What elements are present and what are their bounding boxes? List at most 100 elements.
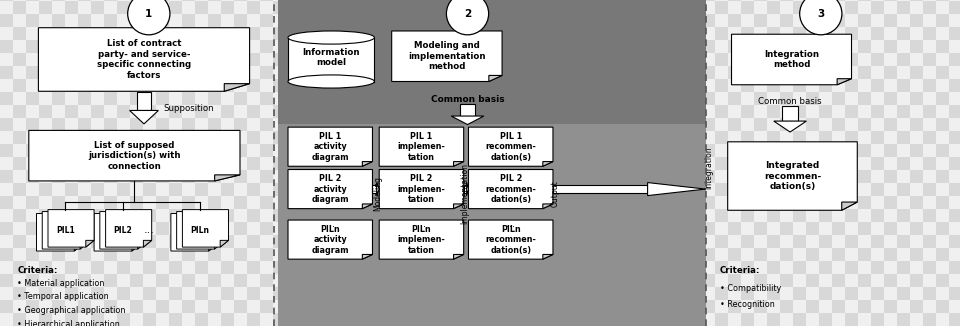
- Bar: [234, 14, 247, 27]
- Bar: [676, 287, 689, 300]
- Bar: [156, 40, 169, 53]
- Bar: [130, 27, 143, 40]
- Bar: [104, 209, 117, 222]
- Bar: [260, 92, 273, 105]
- Bar: [403, 209, 416, 222]
- Bar: [130, 40, 143, 53]
- Bar: [637, 131, 650, 144]
- Polygon shape: [288, 170, 372, 209]
- Bar: [871, 1, 884, 14]
- Bar: [481, 79, 494, 92]
- Bar: [442, 53, 455, 66]
- Bar: [195, 313, 208, 326]
- Bar: [13, 235, 26, 248]
- Bar: [767, 248, 780, 261]
- Bar: [26, 313, 39, 326]
- Bar: [533, 222, 546, 235]
- Bar: [169, 196, 182, 209]
- Bar: [611, 105, 624, 118]
- Bar: [182, 170, 195, 183]
- Bar: [286, 235, 299, 248]
- Bar: [182, 274, 195, 287]
- Bar: [65, 40, 78, 53]
- Bar: [52, 183, 65, 196]
- Bar: [390, 313, 403, 326]
- Bar: [455, 79, 468, 92]
- Bar: [364, 27, 377, 40]
- Bar: [520, 235, 533, 248]
- Bar: [351, 79, 364, 92]
- Bar: [832, 79, 845, 92]
- Bar: [585, 287, 598, 300]
- Bar: [13, 79, 26, 92]
- Bar: [416, 53, 429, 66]
- Bar: [13, 1, 26, 14]
- Bar: [312, 261, 325, 274]
- Bar: [936, 14, 949, 27]
- Bar: [949, 287, 960, 300]
- Text: PIL1: PIL1: [56, 226, 75, 235]
- Bar: [780, 313, 793, 326]
- Bar: [13, 209, 26, 222]
- Bar: [650, 79, 663, 92]
- Bar: [936, 157, 949, 170]
- Bar: [611, 1, 624, 14]
- Bar: [936, 118, 949, 131]
- Bar: [949, 300, 960, 313]
- Bar: [416, 157, 429, 170]
- Bar: [156, 53, 169, 66]
- Bar: [351, 0, 364, 1]
- Bar: [585, 0, 598, 1]
- Bar: [299, 66, 312, 79]
- Bar: [884, 118, 897, 131]
- Bar: [676, 1, 689, 14]
- Bar: [325, 274, 338, 287]
- Bar: [455, 300, 468, 313]
- Bar: [91, 105, 104, 118]
- Bar: [884, 1, 897, 14]
- Bar: [416, 118, 429, 131]
- Bar: [273, 170, 286, 183]
- Bar: [936, 170, 949, 183]
- Bar: [936, 144, 949, 157]
- Bar: [260, 0, 273, 1]
- Bar: [806, 313, 819, 326]
- Bar: [403, 40, 416, 53]
- Bar: [455, 313, 468, 326]
- Bar: [299, 248, 312, 261]
- Bar: [754, 287, 767, 300]
- Bar: [819, 27, 832, 40]
- Bar: [936, 131, 949, 144]
- Bar: [572, 170, 585, 183]
- Bar: [286, 222, 299, 235]
- Bar: [195, 183, 208, 196]
- Bar: [468, 183, 481, 196]
- Bar: [234, 0, 247, 1]
- Bar: [559, 53, 572, 66]
- Bar: [650, 53, 663, 66]
- Bar: [195, 1, 208, 14]
- Bar: [325, 105, 338, 118]
- Text: PILn
recommen-
dation(s): PILn recommen- dation(s): [486, 225, 536, 255]
- Bar: [936, 27, 949, 40]
- Bar: [832, 157, 845, 170]
- Bar: [754, 248, 767, 261]
- Bar: [637, 248, 650, 261]
- Bar: [156, 118, 169, 131]
- Bar: [949, 248, 960, 261]
- Bar: [403, 79, 416, 92]
- Bar: [325, 183, 338, 196]
- Bar: [442, 40, 455, 53]
- Bar: [923, 235, 936, 248]
- Bar: [442, 287, 455, 300]
- Bar: [299, 235, 312, 248]
- Bar: [156, 209, 169, 222]
- Bar: [676, 92, 689, 105]
- Bar: [169, 92, 182, 105]
- Bar: [949, 66, 960, 79]
- Bar: [923, 170, 936, 183]
- Bar: [143, 105, 156, 118]
- Bar: [169, 287, 182, 300]
- Bar: [169, 40, 182, 53]
- Bar: [104, 131, 117, 144]
